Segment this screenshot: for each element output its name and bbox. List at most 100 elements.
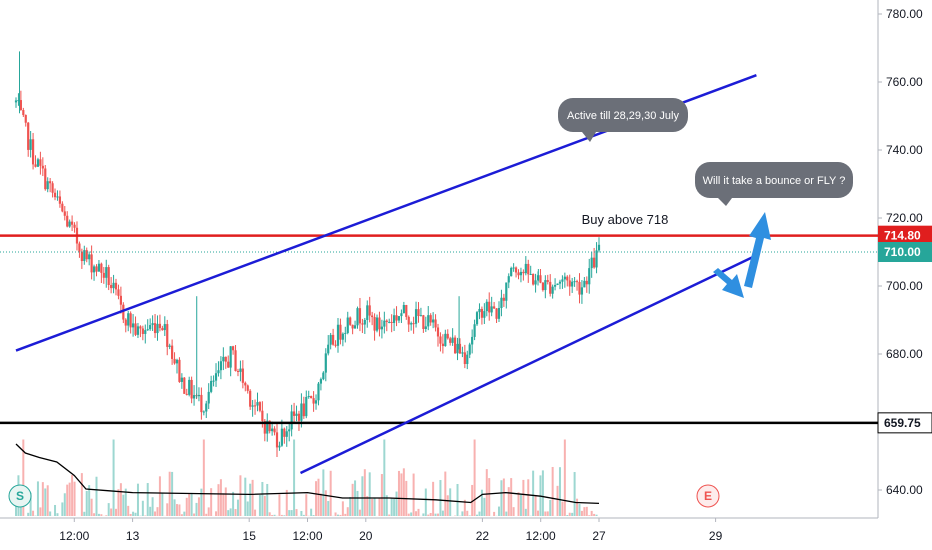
volume-bar: [437, 513, 440, 516]
candle-body: [68, 221, 71, 227]
volume-bar: [463, 499, 466, 516]
candle-body: [251, 405, 254, 407]
volume-bar: [151, 497, 154, 516]
volume-bar: [524, 508, 527, 516]
candle-body: [295, 413, 298, 416]
candle-body: [544, 280, 547, 291]
volume-bar: [49, 511, 52, 516]
volume-bar: [519, 494, 522, 516]
candle-body: [495, 308, 498, 319]
candle-body: [463, 352, 466, 365]
volume-bar: [29, 492, 32, 516]
volume-bar: [178, 504, 181, 516]
candle-body: [429, 315, 432, 323]
volume-bar: [175, 504, 178, 516]
volume-bar: [349, 497, 352, 516]
candle-body: [519, 271, 523, 276]
volume-bar: [563, 439, 566, 516]
volume-bar: [578, 504, 581, 516]
volume-bar: [251, 479, 254, 516]
candle-body: [151, 323, 154, 326]
volume-bar: [205, 513, 208, 516]
candle-body: [344, 332, 347, 334]
candle-body: [78, 243, 81, 252]
candle-body: [249, 390, 252, 407]
candle-body: [493, 306, 496, 309]
candle-body: [107, 267, 110, 286]
candle-body: [210, 380, 213, 392]
candle-body: [17, 100, 20, 102]
volume-bar: [254, 509, 257, 516]
candle-body: [571, 281, 574, 287]
y-tick-label: 640.00: [886, 483, 923, 497]
candle-body: [349, 317, 352, 325]
volume-bar: [388, 514, 391, 516]
candle-body: [83, 250, 86, 262]
volume-bar: [378, 497, 381, 516]
volume-bar: [461, 511, 464, 516]
candle-body: [480, 308, 484, 318]
candle-body: [246, 385, 249, 391]
callout-bubble-question: [695, 162, 853, 198]
candle-body: [131, 323, 135, 328]
volume-bar: [180, 514, 183, 516]
candle-body: [471, 336, 474, 345]
candle-body: [383, 320, 386, 327]
candle-body: [232, 346, 235, 351]
candle-body: [229, 346, 232, 368]
candle-body: [297, 413, 301, 421]
volume-bar: [36, 481, 39, 516]
candle-body: [458, 343, 462, 354]
callout-bubble-active-text: Active till 28,29,30 July: [567, 110, 679, 122]
volume-bar: [424, 488, 427, 516]
candle-body: [595, 250, 598, 268]
candle-body: [368, 305, 371, 316]
level-tag: [877, 412, 932, 434]
volume-bar: [295, 509, 298, 516]
candle-body: [353, 325, 357, 329]
candle-body: [446, 333, 449, 339]
volume-bar: [144, 515, 147, 516]
volume-bar: [324, 490, 327, 516]
candle-body: [541, 282, 544, 291]
volume-bar: [161, 492, 164, 516]
volume-bar: [410, 512, 413, 516]
volume-bar: [466, 510, 469, 516]
volume-bar: [439, 480, 442, 516]
candle-body: [427, 315, 430, 327]
volume-bar: [222, 493, 225, 516]
candle-body: [412, 323, 415, 325]
volume-bar: [412, 473, 415, 516]
volume-bar: [356, 490, 359, 516]
volume-bar: [227, 510, 230, 516]
volume-bar: [588, 515, 591, 516]
volume-bar: [56, 513, 59, 516]
volume-bar: [473, 439, 476, 516]
volume-bar: [395, 491, 398, 516]
candle-body: [275, 432, 279, 448]
candle-body: [546, 280, 549, 282]
candle-body: [549, 281, 552, 294]
candle-body: [305, 396, 308, 417]
volume-bar: [215, 511, 218, 516]
candle-body: [573, 281, 576, 283]
candle-body: [139, 326, 142, 329]
y-tick-label: 720.00: [886, 211, 923, 225]
candle-body: [236, 370, 240, 372]
candle-body: [273, 428, 276, 433]
candle-body: [124, 319, 127, 326]
volume-bar: [136, 483, 139, 516]
volume-bar: [517, 492, 520, 516]
volume-bar: [107, 503, 110, 516]
volume-bar: [219, 479, 222, 516]
candle-body: [522, 271, 525, 274]
candle-body: [185, 393, 188, 395]
candle-body: [590, 257, 593, 269]
volume-bar: [185, 497, 188, 516]
candle-body: [439, 336, 442, 344]
candle-body: [31, 139, 35, 165]
volume-bar: [329, 470, 332, 516]
candle-body: [532, 273, 535, 285]
candle-body: [100, 263, 103, 273]
candle-body: [256, 402, 259, 406]
